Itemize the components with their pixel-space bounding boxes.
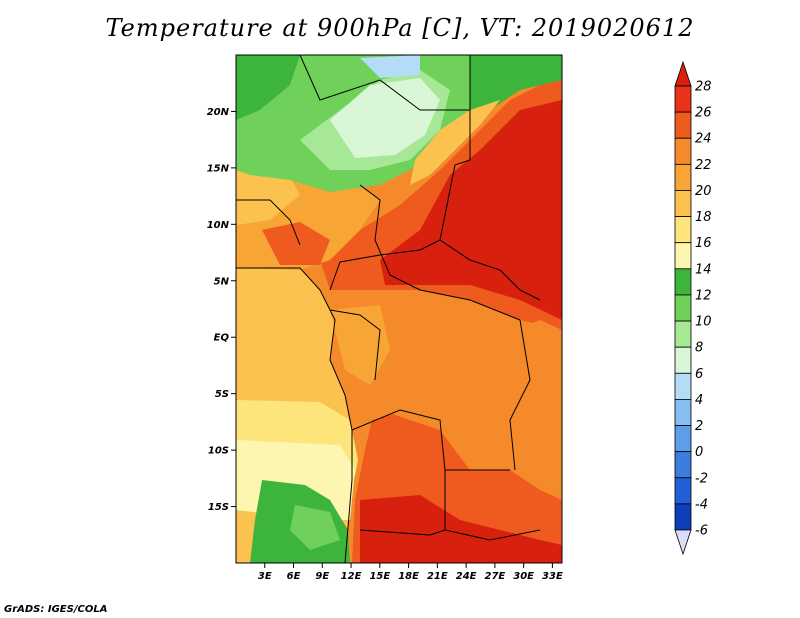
lon-tick-label: 3E	[258, 571, 272, 582]
colorbar-segment	[674, 111, 692, 139]
colorbar-label: -6	[695, 524, 708, 539]
colorbar-segment	[674, 85, 692, 113]
colorbar-top-triangle	[674, 60, 692, 87]
colorbar-label: 6	[695, 367, 703, 382]
lon-tick-label: 21E	[427, 571, 448, 582]
temperature-field	[236, 55, 562, 563]
colorbar-segment	[674, 190, 692, 217]
colorbar-label: 24	[695, 132, 712, 147]
lon-tick-label: 30E	[513, 571, 534, 582]
colorbar-segment	[674, 320, 692, 348]
colorbar-label: 16	[695, 236, 712, 251]
field-west-cool	[236, 168, 300, 225]
colorbar-label: 12	[695, 288, 712, 303]
colorbar-label: 8	[695, 341, 703, 356]
lon-tick-label: 9E	[315, 571, 329, 582]
field-south-deep	[360, 495, 562, 563]
colorbar-segment	[674, 372, 692, 400]
lon-tick-label: 12E	[341, 571, 362, 582]
chart-title: Temperature at 900hPa [C], VT: 201902061…	[105, 14, 695, 42]
longitude-axis: 3E 6E 9E 12E 15E 18E 21E 24E 27E 30E 33E	[258, 563, 563, 582]
colorbar-segment	[674, 137, 692, 165]
colorbar-label: 4	[695, 393, 703, 408]
grads-credit: GrADS: IGES/COLA	[4, 604, 108, 615]
colorbar-label: -2	[695, 471, 708, 486]
field-transition	[410, 100, 500, 185]
colorbar-segment	[674, 268, 692, 296]
colorbar-segment	[674, 163, 692, 191]
colorbar-bottom-triangle	[674, 529, 692, 556]
colorbar-label: 14	[695, 262, 712, 277]
lon-tick-label: 27E	[485, 571, 506, 582]
colorbar-segment	[674, 451, 692, 479]
field-gabon	[330, 305, 390, 385]
colorbar-segment	[674, 294, 692, 322]
latitude-axis: 20N 15N 10N 5N EQ 5S 10S 15S	[207, 107, 236, 513]
map-frame	[235, 54, 563, 564]
field-west-hot	[262, 222, 330, 265]
colorbar-label: 18	[695, 210, 712, 225]
lon-tick-label: 15E	[369, 571, 390, 582]
lat-tick-label: 15N	[207, 163, 230, 174]
colorbar-label: 0	[695, 445, 703, 460]
field-sahara-cold	[360, 55, 420, 78]
field-sahara-cool	[330, 78, 440, 158]
colorbar-label: 22	[695, 158, 712, 173]
colorbar-segment	[674, 346, 692, 374]
colorbar-label: 26	[695, 106, 712, 121]
lat-tick-label: 20N	[207, 107, 230, 118]
field-east	[515, 320, 562, 430]
colorbar-label: 28	[695, 80, 712, 95]
lat-tick-label: 5N	[214, 276, 230, 287]
lat-tick-label: EQ	[214, 333, 230, 344]
lat-tick-label: 5S	[215, 389, 229, 400]
field-algeria	[236, 55, 300, 120]
field-egypt	[470, 55, 562, 110]
lon-tick-label: 18E	[398, 571, 419, 582]
lat-tick-label: 15S	[208, 502, 229, 513]
colorbar-label: 20	[695, 184, 712, 199]
colorbar-segment	[674, 216, 692, 244]
lon-tick-label: 33E	[542, 571, 563, 582]
field-sw-green-light	[290, 505, 340, 550]
lon-tick-label: 6E	[287, 571, 301, 582]
country-borders	[236, 55, 541, 563]
colorbar-segment	[674, 477, 692, 505]
colorbar-label: 10	[695, 315, 712, 330]
colorbar-segment	[674, 503, 692, 531]
colorbar-segment	[674, 399, 692, 426]
colorbar-segment	[674, 242, 692, 270]
lat-tick-label: 10N	[207, 220, 230, 231]
lon-tick-label: 24E	[456, 571, 477, 582]
colorbar-label: 2	[695, 419, 703, 434]
colorbar-label: -4	[695, 497, 708, 512]
field-central-deep	[380, 100, 562, 320]
lat-tick-label: 10S	[208, 446, 229, 457]
colorbar-segment	[674, 425, 692, 453]
